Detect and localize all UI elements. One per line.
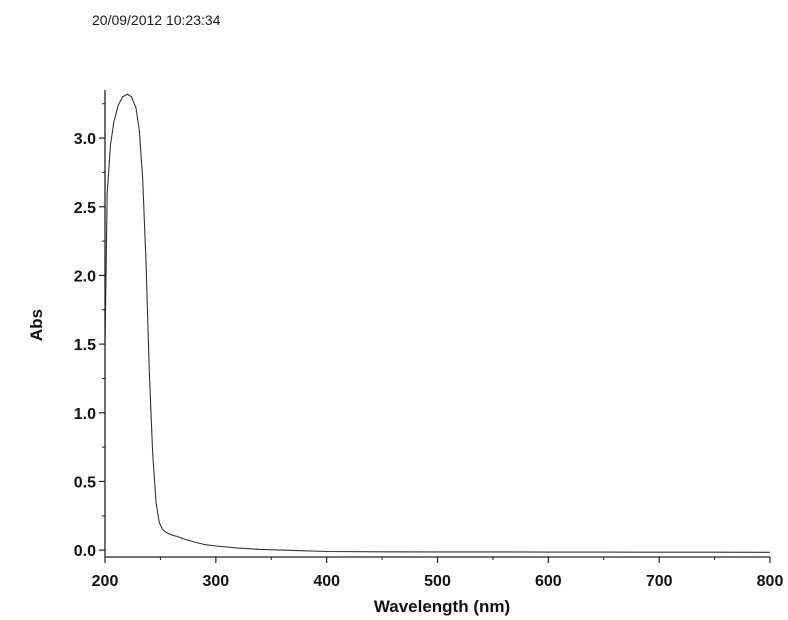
y-tick-label: 1.5 <box>74 337 96 354</box>
x-tick-label: 800 <box>757 573 784 590</box>
y-axis-label: Abs <box>27 309 46 341</box>
x-axis-label: Wavelength (nm) <box>374 597 510 616</box>
x-tick-label: 500 <box>424 573 451 590</box>
y-tick-label: 1.0 <box>74 406 96 423</box>
y-tick-label: 2.0 <box>74 268 96 285</box>
x-tick-label: 400 <box>313 573 340 590</box>
y-tick-label: 2.5 <box>74 200 96 217</box>
y-axis: 0.0 0.5 1.0 1.5 2.0 2.5 3.0 <box>74 90 106 560</box>
x-tick-label: 700 <box>646 573 673 590</box>
x-tick-label: 200 <box>92 573 119 590</box>
x-axis: 200 300 400 500 600 700 800 <box>92 556 784 590</box>
y-tick-label: 0.0 <box>74 543 96 560</box>
x-tick-label: 300 <box>202 573 229 590</box>
x-tick-label: 600 <box>535 573 562 590</box>
absorbance-series-line <box>104 93 771 553</box>
timestamp: 20/09/2012 10:23:34 <box>92 12 221 28</box>
y-tick-label: 3.0 <box>74 131 96 148</box>
y-tick-label: 0.5 <box>74 474 96 491</box>
